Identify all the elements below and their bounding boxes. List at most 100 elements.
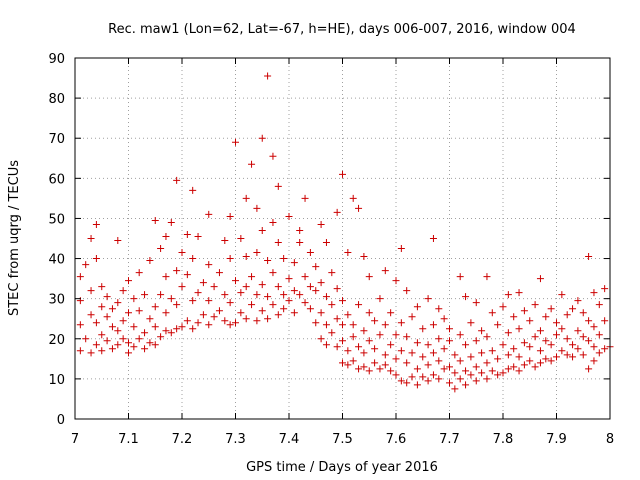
data-point <box>215 307 223 315</box>
data-point <box>317 220 325 228</box>
chart-title: Rec. maw1 (Lon=62, Lat=-67, h=HE), days … <box>108 22 576 37</box>
data-point <box>376 365 384 373</box>
data-point <box>419 353 427 361</box>
x-tick-label: 7 <box>71 432 79 447</box>
data-point <box>76 321 84 329</box>
y-tick-label: 70 <box>48 132 65 147</box>
data-point <box>585 317 593 325</box>
data-point <box>413 381 421 389</box>
data-point <box>119 335 127 343</box>
data-point <box>355 343 363 351</box>
data-point <box>98 303 106 311</box>
data-point <box>590 343 598 351</box>
data-point <box>103 313 111 321</box>
data-point <box>322 341 330 349</box>
data-point <box>285 275 293 283</box>
data-point <box>569 341 577 349</box>
data-point <box>339 297 346 305</box>
data-point <box>429 321 437 329</box>
data-point <box>253 291 261 299</box>
data-point <box>376 331 384 339</box>
data-point <box>515 289 523 297</box>
data-point <box>371 345 379 353</box>
data-point <box>274 311 282 319</box>
data-point <box>178 323 186 331</box>
data-point <box>178 283 186 291</box>
data-point <box>483 359 491 367</box>
data-point <box>312 287 320 295</box>
y-tick-label: 60 <box>48 172 65 187</box>
data-point <box>547 341 555 349</box>
data-point <box>488 309 496 317</box>
data-point <box>339 321 346 329</box>
data-point <box>349 321 357 329</box>
data-point <box>151 303 159 311</box>
data-point <box>355 204 363 212</box>
data-point <box>312 319 320 327</box>
data-point <box>601 345 609 353</box>
data-point <box>76 347 84 355</box>
data-point <box>183 230 191 238</box>
data-point <box>242 253 250 261</box>
data-point <box>515 353 523 361</box>
data-point <box>494 371 502 379</box>
data-point <box>397 377 405 385</box>
data-point <box>472 299 480 307</box>
data-point <box>499 341 507 349</box>
data-point <box>226 321 234 329</box>
data-point <box>210 313 218 321</box>
data-point <box>119 287 127 295</box>
data-point <box>237 309 245 317</box>
data-point <box>173 267 181 275</box>
data-point <box>339 170 346 178</box>
data-point <box>130 323 138 331</box>
data-point <box>151 341 159 349</box>
data-point <box>82 261 90 269</box>
data-point <box>579 309 587 317</box>
data-point <box>248 273 256 281</box>
data-point <box>435 357 443 365</box>
data-point <box>403 359 411 367</box>
data-point <box>130 295 138 303</box>
data-point <box>542 313 550 321</box>
data-point <box>162 309 170 317</box>
data-point <box>419 325 427 333</box>
data-point <box>440 365 448 373</box>
data-point <box>601 317 609 325</box>
data-point <box>381 351 389 359</box>
data-point <box>451 351 459 359</box>
data-point <box>456 357 464 365</box>
data-point <box>467 319 475 327</box>
x-tick-label: 7.1 <box>118 432 139 447</box>
data-point <box>462 367 470 375</box>
data-point <box>483 273 491 281</box>
data-point <box>151 323 159 331</box>
data-point <box>424 361 432 369</box>
data-point <box>446 363 453 371</box>
data-point <box>205 297 213 305</box>
data-point <box>258 226 266 234</box>
data-point <box>306 305 314 313</box>
data-point <box>183 317 191 325</box>
data-point <box>360 363 368 371</box>
data-point <box>242 283 250 291</box>
data-point <box>371 359 379 367</box>
data-point <box>403 287 411 295</box>
data-point <box>569 353 577 361</box>
data-point <box>87 311 95 319</box>
grid-lines <box>75 58 610 419</box>
data-point <box>205 210 213 218</box>
data-point <box>446 337 453 345</box>
data-point <box>429 235 437 242</box>
data-point <box>108 305 116 313</box>
data-point <box>344 311 352 319</box>
data-point <box>558 325 566 333</box>
data-point <box>328 329 336 337</box>
data-point <box>462 293 470 301</box>
data-point <box>285 297 293 305</box>
data-point <box>542 355 550 363</box>
data-point <box>494 355 502 363</box>
data-point <box>440 345 448 353</box>
y-tick-label: 20 <box>48 333 65 348</box>
data-point <box>205 261 213 269</box>
